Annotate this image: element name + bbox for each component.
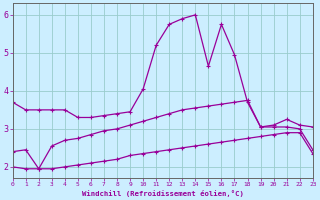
X-axis label: Windchill (Refroidissement éolien,°C): Windchill (Refroidissement éolien,°C) xyxy=(82,190,244,197)
